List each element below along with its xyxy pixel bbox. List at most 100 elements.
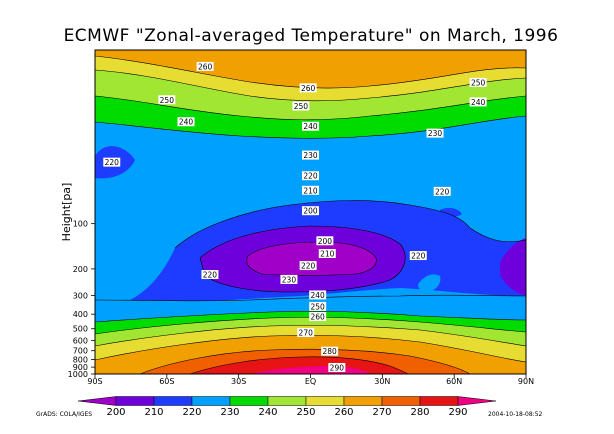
- contour-label-bg: [158, 95, 176, 105]
- contour-label: 290: [328, 362, 346, 372]
- contour-label-text: 290: [330, 363, 345, 372]
- colorbar-label: 200: [106, 407, 125, 418]
- contour-line: [189, 356, 409, 375]
- contour-label: 240: [309, 290, 327, 300]
- colorbar-label: 270: [372, 407, 391, 418]
- contour-label-bg: [469, 77, 487, 87]
- contour-label-text: 240: [471, 98, 486, 107]
- y-tick-label: 600: [73, 337, 88, 346]
- contour-label-text: 200: [303, 207, 318, 216]
- contour-label-bg: [433, 186, 451, 196]
- contour-label-bg: [469, 97, 487, 107]
- contour-line: [94, 95, 527, 121]
- contour-label-bg: [328, 362, 346, 372]
- y-tick-label: 400: [73, 310, 88, 319]
- contour-line: [94, 324, 527, 347]
- x-tick-label: 60S: [159, 377, 174, 386]
- footer-right: 2004-10-18-08:52: [488, 411, 543, 418]
- chart-title: ECMWF "Zonal-averaged Temperature" on Ma…: [64, 26, 559, 46]
- colorbar-label: 220: [182, 407, 201, 418]
- contour-label-text: 220: [303, 172, 318, 181]
- colorbar-label: 290: [448, 407, 467, 418]
- contour-label-bg: [309, 290, 327, 300]
- contour-label-bg: [409, 251, 427, 261]
- contour-label: 250: [158, 95, 176, 105]
- contour-label: 250: [309, 301, 327, 311]
- contour-label-bg: [201, 270, 219, 280]
- contour-label-text: 230: [282, 275, 297, 284]
- contour-label: 240: [469, 97, 487, 107]
- contour-label-text: 240: [311, 291, 326, 300]
- contour-label-text: 260: [198, 62, 213, 71]
- contour-label-text: 230: [428, 129, 443, 138]
- contour-line: [94, 310, 527, 323]
- colorbar-label: 230: [220, 407, 239, 418]
- contour-line: [174, 200, 527, 249]
- contour-label-bg: [196, 61, 214, 71]
- contour-label-bg: [299, 261, 317, 271]
- contour-line: [94, 334, 527, 363]
- contour-label-bg: [316, 236, 334, 246]
- contour-label: 230: [280, 274, 298, 284]
- contour-label: 220: [409, 251, 427, 261]
- contour-label: 250: [469, 77, 487, 87]
- colorbar-swatch: [419, 396, 459, 406]
- colorbar-label: 240: [258, 407, 277, 418]
- colorbar-swatch: [305, 396, 345, 406]
- contour-label-bg: [309, 312, 327, 322]
- colorbar-label: 210: [144, 407, 163, 418]
- contour-label: 250: [292, 101, 310, 111]
- y-tick-label: 900: [73, 363, 88, 372]
- contour-label-text: 250: [294, 102, 309, 111]
- contour-label-bg: [280, 274, 298, 284]
- contour-line: [94, 115, 527, 139]
- contour-label: 210: [302, 185, 319, 195]
- contour-label: 240: [302, 121, 319, 131]
- colorbar-swatch: [267, 396, 307, 406]
- region-200: [246, 242, 377, 276]
- contour-label: 260: [309, 312, 327, 322]
- contour-label: 200: [302, 206, 319, 216]
- footer-left: GrADS: COLA/IGES: [36, 411, 92, 418]
- contour-label: 220: [103, 157, 121, 167]
- colorbar-label: 280: [410, 407, 429, 418]
- y-tick-label: 100: [73, 220, 88, 229]
- colorbar-swatch: [191, 396, 231, 406]
- y-tick-label: 200: [73, 265, 88, 274]
- contour-label-text: 250: [311, 302, 326, 311]
- contour-label: 220: [433, 186, 451, 196]
- contour-line: [94, 69, 527, 102]
- contour-label: 230: [426, 128, 444, 138]
- colorbar-swatch: [153, 396, 193, 406]
- colorbar-swatch: [229, 396, 269, 406]
- x-tick-label: 60N: [446, 377, 462, 386]
- contour-label-text: 240: [303, 122, 318, 131]
- contour-label: 220: [302, 171, 319, 181]
- contour-label-bg: [302, 185, 319, 195]
- x-tick-label: 30S: [231, 377, 246, 386]
- y-axis-label: Height[pa]: [60, 183, 73, 242]
- contour-label: 210: [318, 249, 336, 259]
- contour-label-text: 280: [322, 347, 337, 356]
- contour-label: 270: [297, 328, 315, 338]
- contour-line: [139, 348, 471, 375]
- band-240: [95, 96, 526, 139]
- colorbar-swatch: [77, 396, 117, 406]
- colorbar-swatch: [457, 396, 497, 406]
- contour-label: 230: [302, 150, 319, 160]
- contour-line: [94, 316, 527, 335]
- contour-label-bg: [302, 121, 319, 131]
- plot-area: 260 260 250 250 250 240 240 240 230 230 220 220 210 2…: [94, 49, 527, 375]
- contour-label-text: 220: [203, 271, 218, 280]
- contour-label: 260: [196, 61, 214, 71]
- contour-label-text: 240: [179, 118, 194, 127]
- region-230-north: [418, 274, 441, 292]
- band-260: [95, 56, 526, 101]
- contour-label-bg: [302, 150, 319, 160]
- y-tick-label: 300: [73, 291, 88, 300]
- x-axis: 90S 60S 30S EQ 30N 60N 90N: [87, 374, 534, 386]
- contour-label-text: 200: [318, 237, 333, 246]
- region-210-east: [500, 238, 526, 295]
- contour-label: 280: [321, 346, 339, 356]
